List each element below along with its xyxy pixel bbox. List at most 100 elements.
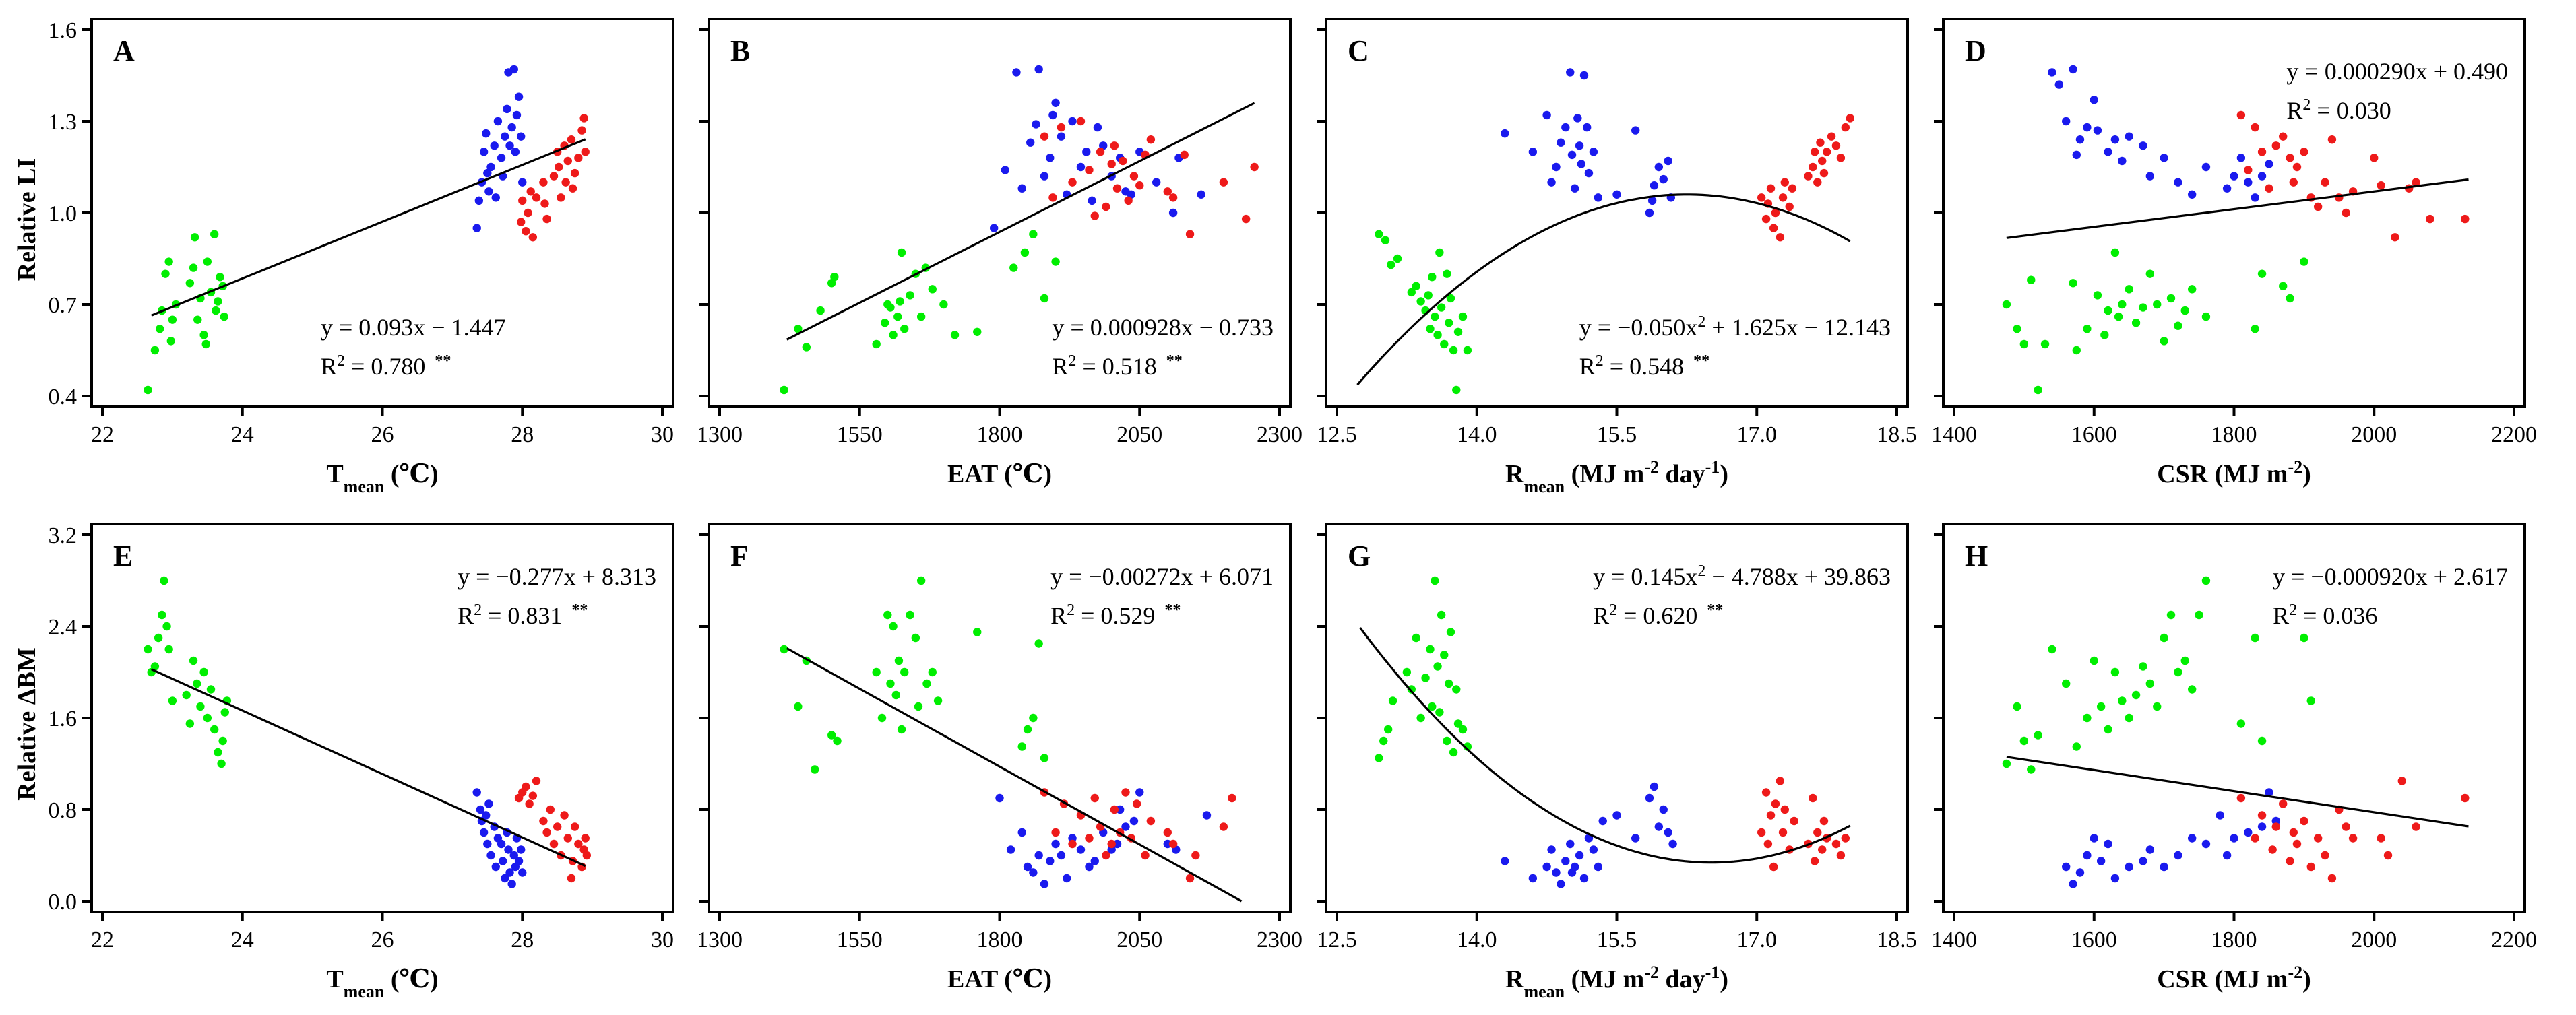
point-red [1051, 828, 1060, 837]
point-red [2271, 141, 2281, 150]
y-tick-label: 0.0 [49, 890, 77, 915]
x-tick-label: 1800 [977, 927, 1023, 952]
point-blue [1575, 141, 1584, 150]
point-blue [2125, 862, 2133, 872]
x-tick-label: 22 [91, 927, 114, 952]
point-blue [1152, 178, 1161, 187]
point-blue [1577, 160, 1586, 168]
point-blue [1589, 845, 1598, 854]
point-green [1433, 662, 1442, 671]
panel-F: 1300 1550 1800 2050 2300 EAT (℃) Fy = −0.00272… [697, 523, 1302, 993]
point-red [568, 184, 577, 193]
point-green [1453, 719, 1463, 728]
point-blue [1040, 172, 1049, 181]
point-green [199, 331, 208, 339]
point-green [1023, 725, 1032, 734]
point-green [1463, 346, 1472, 355]
point-red [1757, 193, 1766, 202]
point-green [816, 306, 825, 315]
panel-letter: E [113, 539, 133, 572]
point-blue [1557, 138, 1565, 147]
x-tick-label: 2300 [1257, 927, 1302, 952]
panel-letter: F [730, 539, 749, 572]
point-blue [2201, 162, 2211, 172]
point-red [1191, 851, 1200, 860]
point-blue [2201, 839, 2211, 849]
point-green [201, 339, 210, 349]
point-red [546, 805, 555, 814]
point-green [1443, 269, 1451, 278]
point-red [1141, 851, 1150, 860]
point-red [2313, 202, 2323, 211]
point-green [2286, 294, 2294, 303]
x-axis-title: EAT (℃) [947, 460, 1052, 488]
point-blue [2139, 141, 2147, 150]
point-red [1809, 162, 1817, 172]
point-green [2034, 731, 2042, 740]
point-blue [2160, 154, 2168, 162]
point-red [1776, 777, 1785, 785]
x-tick-label: 30 [651, 422, 674, 447]
point-blue [2222, 184, 2232, 193]
point-red [1757, 828, 1766, 837]
point-red [1818, 845, 1827, 854]
point-red [2461, 214, 2470, 224]
point-blue [1594, 862, 1602, 872]
point-green [911, 633, 920, 643]
point-green [1449, 748, 1458, 757]
x-tick-label: 15.5 [1597, 927, 1637, 952]
point-blue [2257, 822, 2267, 831]
point-blue [497, 154, 506, 162]
point-green [1412, 282, 1420, 290]
point-blue [2145, 845, 2155, 854]
point-red [1769, 224, 1778, 232]
point-green [2187, 685, 2197, 694]
point-blue [1547, 845, 1556, 854]
point-green [893, 312, 902, 321]
point-blue [1552, 868, 1561, 877]
point-red [2313, 834, 2323, 843]
point-blue [1082, 148, 1091, 156]
point-green [1421, 674, 1430, 682]
point-blue [989, 224, 999, 232]
point-red [2461, 793, 2470, 803]
point-blue [1121, 822, 1130, 831]
point-green [1381, 236, 1390, 244]
point-blue [1594, 193, 1602, 202]
point-red [1241, 214, 1251, 224]
point-green [2153, 702, 2162, 711]
x-axis-title: Rmean (MJ m-2 day-1) [1505, 457, 1728, 496]
point-green [906, 610, 914, 620]
point-red [1168, 839, 1178, 849]
point-green [2160, 633, 2168, 643]
point-blue [1557, 880, 1565, 888]
point-green [891, 690, 900, 700]
r2-text: R2 = 0.548 ** [1579, 352, 1709, 380]
point-red [567, 874, 576, 883]
point-red [2300, 816, 2308, 826]
point-green [2145, 679, 2155, 688]
x-axis-title: EAT (℃) [947, 965, 1052, 993]
point-blue [483, 839, 492, 849]
y-tick-label: 3.2 [49, 523, 77, 548]
point-blue [476, 805, 485, 814]
x-tick-label: 14.0 [1457, 422, 1497, 447]
x-tick-label: 1800 [977, 422, 1023, 447]
fit-line [786, 647, 1243, 903]
point-green [1452, 685, 1461, 694]
point-blue [479, 148, 489, 156]
point-green [1029, 230, 1038, 238]
point-green [802, 343, 811, 352]
point-green [872, 667, 881, 677]
point-green [2125, 285, 2133, 294]
equation-text: y = 0.145x2 − 4.788x + 39.863 [1593, 562, 1891, 590]
point-green [199, 667, 208, 677]
point-red [1076, 117, 1086, 126]
point-green [914, 702, 923, 711]
point-red [2271, 822, 2281, 831]
point-green [1445, 319, 1453, 327]
point-blue [1584, 168, 1594, 178]
point-green [933, 696, 943, 705]
point-blue [1088, 196, 1096, 205]
point-blue [1197, 190, 1205, 199]
